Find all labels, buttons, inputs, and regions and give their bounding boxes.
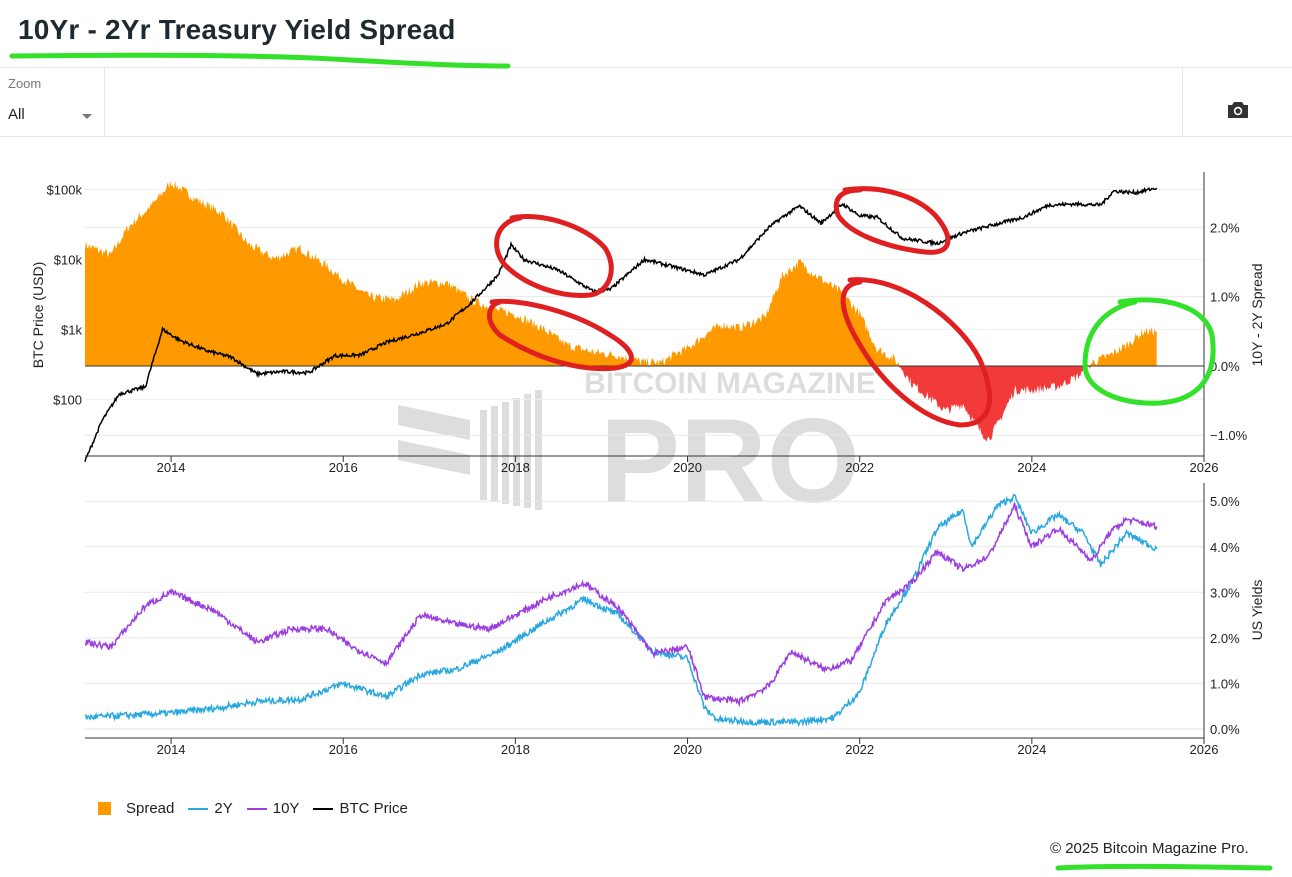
watermark-top-text: BITCOIN MAGAZINE (584, 367, 876, 400)
yield-tick-label: 0.0% (1210, 722, 1240, 737)
x-tick-label: 2020 (673, 742, 702, 757)
yield-tick-label: 5.0% (1210, 494, 1240, 509)
green-title-underline (9, 52, 511, 69)
btc-tick-label: $10k (54, 252, 83, 267)
red-annotation-circle (487, 298, 634, 372)
copyright-text: © 2025 Bitcoin Magazine Pro. (1050, 840, 1249, 857)
legend-item[interactable]: Spread (98, 800, 174, 817)
camera-icon (1228, 102, 1248, 118)
x-tick-label: 2016 (329, 742, 358, 757)
legend-item[interactable]: 2Y (188, 800, 233, 817)
watermark-bar (480, 410, 487, 500)
x-tick-label: 2014 (157, 742, 186, 757)
legend-label: 2Y (214, 800, 233, 817)
spread-tick-label: −1.0% (1210, 428, 1248, 443)
btc-price-line (84, 186, 1158, 462)
spread-tick-label: 1.0% (1210, 290, 1240, 305)
yield-tick-label: 3.0% (1210, 585, 1240, 600)
legend-swatch (188, 807, 209, 810)
chart-legend: Spread 2Y 10Y BTC Price (98, 800, 422, 817)
watermark-bar (502, 402, 509, 504)
legend-label: 10Y (272, 800, 300, 817)
x-tick-label: 2018 (501, 742, 530, 757)
page-title: 10Yr - 2Yr Treasury Yield Spread (18, 14, 456, 45)
green-copyright-underline (1055, 863, 1273, 871)
yield-axis-title: US Yields (1249, 580, 1265, 641)
watermark-logo-stripes (398, 405, 470, 475)
yield-tick-label: 4.0% (1210, 540, 1240, 555)
watermark-bar (491, 406, 498, 502)
legend-swatch (246, 807, 267, 810)
x-tick-label: 2022 (845, 742, 874, 757)
green-annotation-circle (1082, 297, 1216, 406)
x-tick-label: 2014 (157, 460, 186, 475)
yield-tick-label: 2.0% (1210, 631, 1240, 646)
legend-swatch (313, 807, 334, 810)
x-tick-label: 2016 (329, 460, 358, 475)
watermark-bar (535, 390, 542, 510)
red-annotation-circle (494, 214, 614, 298)
btc-tick-label: $100 (53, 392, 82, 407)
spread-tick-label: 2.0% (1210, 220, 1240, 235)
x-tick-label: 2020 (673, 460, 702, 475)
chart-toolbar: Zoom All (0, 67, 1292, 137)
screenshot-button[interactable] (1182, 68, 1292, 136)
legend-item[interactable]: 10Y (246, 800, 300, 817)
legend-label: Spread (126, 800, 175, 817)
zoom-label: Zoom (8, 76, 42, 91)
btc-tick-label: $100k (47, 182, 83, 197)
watermark-bar (513, 398, 520, 506)
spread-positive-area (85, 180, 1157, 366)
zoom-value: All (8, 106, 25, 123)
x-tick-label: 2022 (845, 460, 874, 475)
spread-tick-label: 0.0% (1210, 359, 1240, 374)
x-tick-label: 2024 (1017, 742, 1046, 757)
two-year-line (84, 493, 1158, 728)
x-tick-label: 2026 (1190, 742, 1219, 757)
btc-tick-label: $1k (61, 322, 82, 337)
watermark-bar (524, 394, 531, 508)
ten-year-line (85, 502, 1158, 708)
x-tick-label: 2018 (501, 460, 530, 475)
spread-negative-area (85, 365, 1157, 442)
red-annotation-circle (840, 277, 992, 428)
zoom-select[interactable]: Zoom All (0, 68, 105, 136)
legend-label: BTC Price (339, 800, 408, 817)
legend-item[interactable]: BTC Price (313, 800, 408, 817)
yield-tick-label: 1.0% (1210, 676, 1240, 691)
watermark-bottom-text: PRO (600, 394, 860, 528)
spread-axis-title: 10Y - 2Y Spread (1249, 263, 1265, 366)
x-tick-label: 2026 (1190, 460, 1219, 475)
legend-swatch (98, 802, 111, 815)
red-annotation-circle (833, 186, 951, 255)
btc-axis-title: BTC Price (USD) (30, 262, 46, 369)
x-tick-label: 2024 (1017, 460, 1046, 475)
chevron-down-icon (82, 114, 92, 119)
